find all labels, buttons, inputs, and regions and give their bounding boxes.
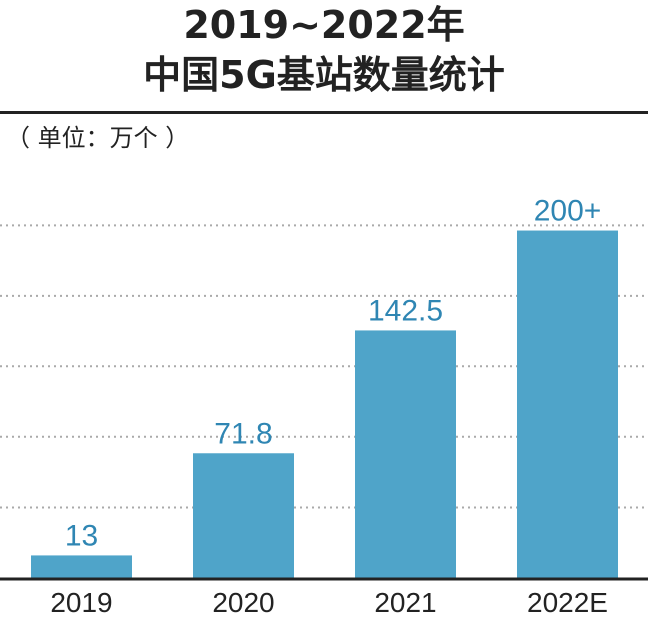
title-divider (0, 111, 648, 114)
x-tick-label-2019: 2019 (50, 587, 112, 618)
value-label-2022E: 200+ (534, 195, 602, 228)
bar-2020 (193, 453, 294, 578)
bar-2022E (517, 230, 618, 579)
value-label-2020: 71.8 (214, 417, 272, 450)
value-label-2021: 142.5 (368, 294, 443, 327)
x-tick-label-2020: 2020 (212, 587, 274, 618)
value-label-2019: 13 (65, 519, 98, 552)
x-tick-label-2021: 2021 (374, 587, 436, 618)
bar-2019 (31, 555, 132, 578)
chart-subtitle: 中国5G基站数量统计 (143, 53, 505, 97)
x-tick-label-2022E: 2022E (527, 587, 608, 618)
unit-label: （ 单位：万个 ） (6, 124, 190, 152)
bar-2021 (355, 330, 456, 578)
chart-title: 2019~2022年 (183, 3, 465, 47)
